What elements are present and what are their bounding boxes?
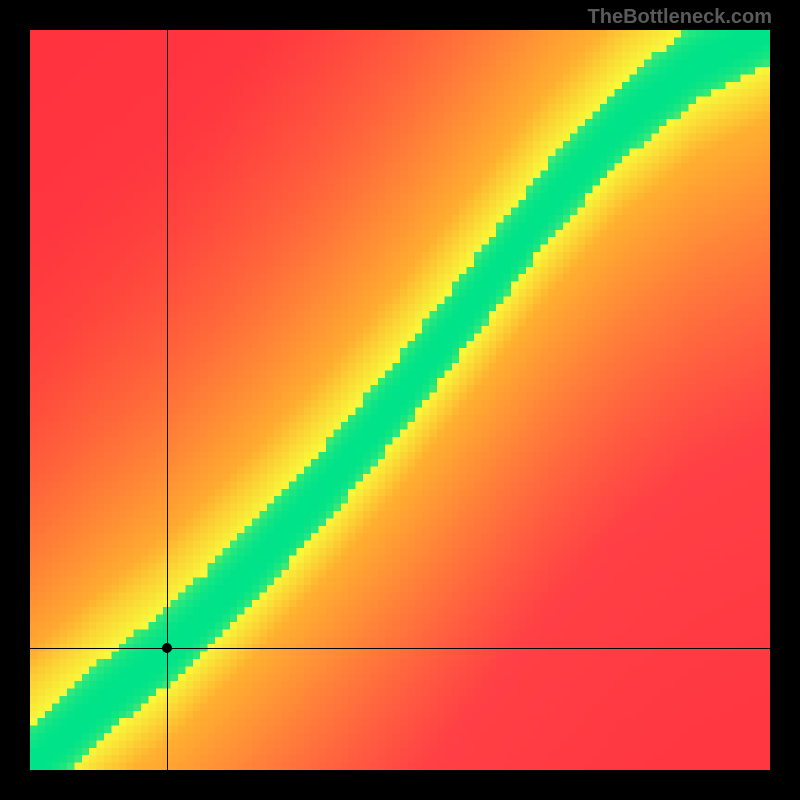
crosshair-horizontal — [30, 648, 770, 649]
crosshair-vertical — [167, 30, 168, 770]
heatmap-canvas — [30, 30, 770, 770]
watermark-text: TheBottleneck.com — [588, 6, 772, 29]
crosshair-marker — [162, 643, 172, 653]
heatmap-plot — [30, 30, 770, 770]
